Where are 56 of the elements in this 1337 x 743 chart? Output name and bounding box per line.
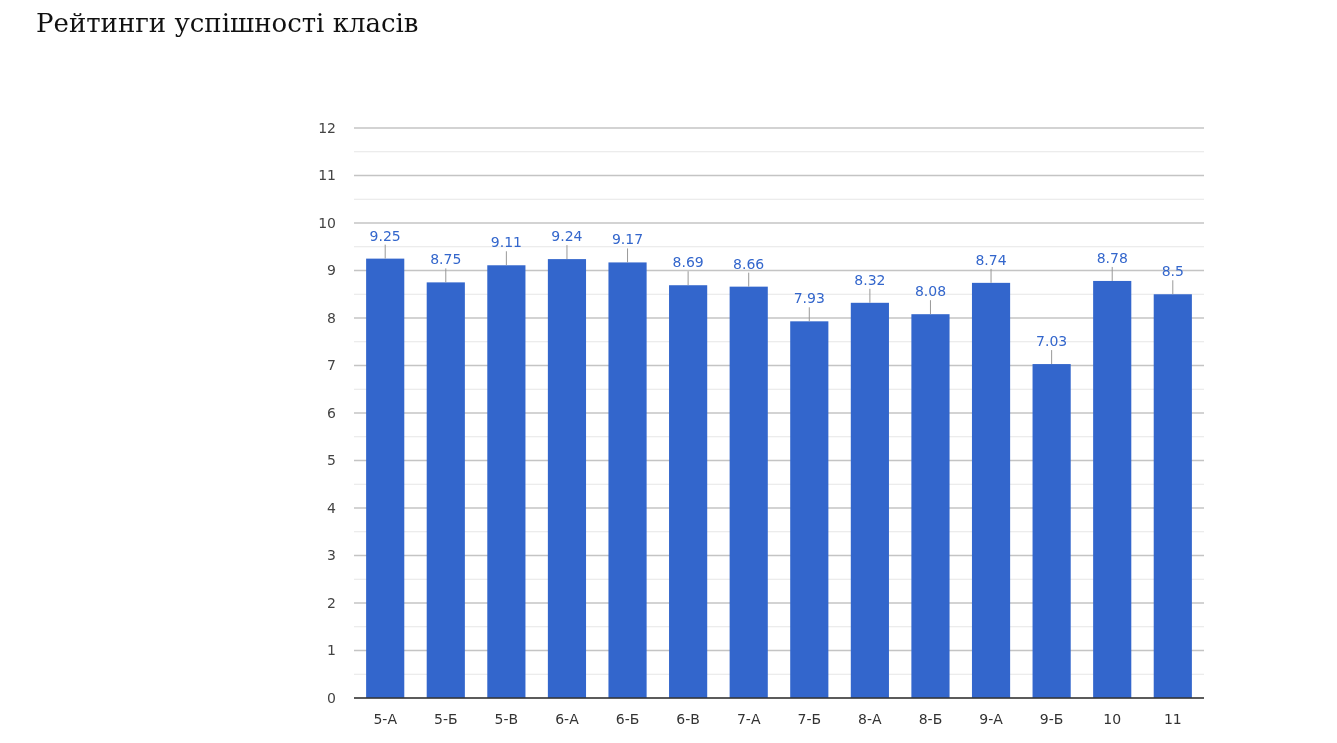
data-label: 7.03 [1036,333,1068,350]
x-tick-label: 8-Б [918,711,943,727]
bar [1032,364,1071,698]
y-tick-label: 9 [327,262,336,279]
x-tick-label: 5-Б [434,711,458,727]
bar [487,265,526,698]
y-tick-label: 6 [327,404,337,421]
data-label: 8.74 [975,251,1007,268]
x-tick-label: 9-А [979,711,1004,727]
x-tick-label: 6-Б [615,711,640,727]
bar [1093,280,1132,698]
data-label: 8.69 [672,254,704,271]
data-label: 9.11 [490,234,522,251]
x-tick-label: 6-А [555,711,580,727]
bar [366,258,405,698]
y-tick-label: 11 [318,167,336,184]
data-label: 8.32 [854,271,886,288]
y-tick-label: 1 [327,642,336,659]
y-tick-label: 12 [318,119,336,136]
x-tick-label: 10 [1103,711,1122,727]
x-tick-label: 5-А [373,711,398,727]
x-tick-label: 9-Б [1039,711,1064,727]
y-tick-label: 3 [327,547,336,564]
data-label: 8.08 [914,283,947,300]
x-tick-label: 8-А [858,711,883,727]
bar [729,286,768,698]
data-label: 8.5 [1161,263,1184,280]
bar [790,321,829,698]
y-tick-label: 4 [327,499,337,516]
bar [911,314,950,698]
x-tick-label: 7-Б [797,711,822,727]
data-label: 9.17 [611,231,644,248]
data-label: 9.25 [369,227,401,244]
bar [608,262,647,698]
data-label: 7.93 [793,290,825,307]
y-tick-label: 7 [327,357,336,374]
x-tick-label: 5-В [494,711,519,727]
y-tick-label: 5 [327,452,336,469]
chart-title: Рейтинги успішності класів [36,8,419,38]
bar [547,259,587,698]
bar [669,285,708,698]
bar [1153,294,1192,698]
x-tick-label: 6-В [676,711,700,727]
y-tick-label: 2 [327,594,336,611]
data-label: 8.78 [1096,249,1128,266]
data-label: 8.75 [430,251,462,268]
x-tick-label: 11 [1163,711,1182,727]
data-label: 8.66 [733,255,765,272]
y-tick-label: 0 [327,689,336,706]
x-tick-label: 7-А [736,711,761,727]
bar [850,302,889,698]
y-tick-label: 10 [318,214,336,231]
data-label: 9.24 [551,228,583,245]
bar [426,282,465,698]
y-tick-label: 8 [327,309,336,326]
bar [971,282,1011,698]
